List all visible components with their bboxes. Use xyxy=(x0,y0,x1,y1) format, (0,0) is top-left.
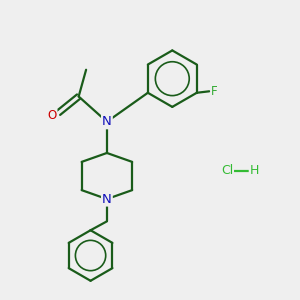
Text: H: H xyxy=(249,164,259,177)
Text: N: N xyxy=(102,193,112,206)
Text: O: O xyxy=(47,109,56,122)
Text: Cl: Cl xyxy=(221,164,233,177)
Text: N: N xyxy=(102,115,112,128)
Text: F: F xyxy=(211,85,218,98)
